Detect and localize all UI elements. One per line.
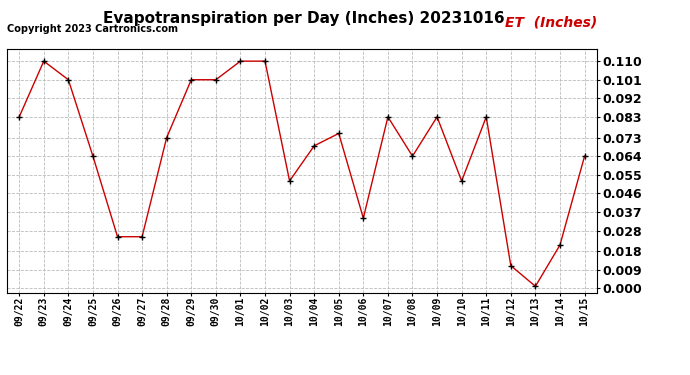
Text: ET  (Inches): ET (Inches) — [504, 15, 597, 29]
Text: Evapotranspiration per Day (Inches) 20231016: Evapotranspiration per Day (Inches) 2023… — [103, 11, 504, 26]
Text: Copyright 2023 Cartronics.com: Copyright 2023 Cartronics.com — [7, 24, 178, 34]
